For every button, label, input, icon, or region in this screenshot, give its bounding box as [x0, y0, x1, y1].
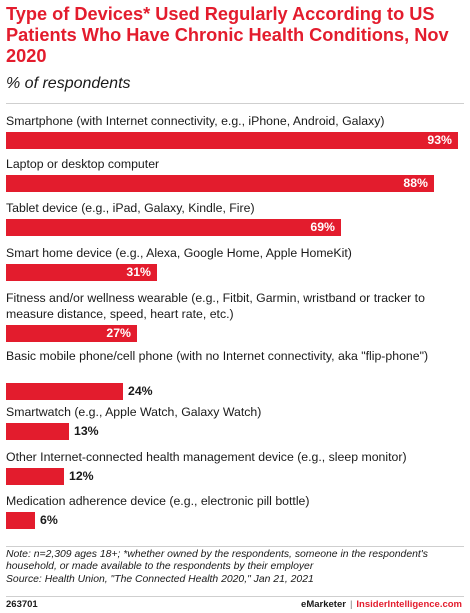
bar: [6, 132, 458, 149]
bar: [6, 325, 137, 342]
top-divider: [6, 103, 464, 104]
category-label: Tablet device (e.g., iPad, Galaxy, Kindl…: [6, 201, 255, 215]
category-label: Fitness and/or wellness wearable (e.g., …: [6, 291, 425, 321]
value-label: 27%: [106, 326, 131, 340]
chart-id: 263701: [6, 599, 38, 610]
bar: [6, 264, 157, 281]
category-label: Basic mobile phone/cell phone (with no I…: [6, 349, 429, 363]
note-text: Note: n=2,309 ages 18+; *whether owned b…: [6, 549, 428, 573]
brand-separator: |: [349, 599, 353, 610]
footer-brand: eMarketer | InsiderIntelligence.com: [301, 599, 462, 610]
chart-notes: Note: n=2,309 ages 18+; *whether owned b…: [6, 549, 466, 586]
bar: [6, 512, 35, 529]
value-label: 24%: [128, 384, 153, 398]
notes-divider: [6, 546, 464, 547]
value-label: 12%: [69, 469, 94, 483]
category-label: Smartphone (with Internet connectivity, …: [6, 114, 385, 128]
value-label: 6%: [40, 513, 58, 527]
value-label: 69%: [310, 220, 335, 234]
bar: [6, 468, 64, 485]
insider-intelligence-link[interactable]: InsiderIntelligence.com: [356, 599, 462, 610]
category-label: Smart home device (e.g., Alexa, Google H…: [6, 246, 352, 260]
value-label: 13%: [74, 424, 99, 438]
bar: [6, 175, 434, 192]
value-label: 31%: [126, 265, 151, 279]
footer-divider: [6, 596, 464, 597]
value-label: 88%: [403, 176, 428, 190]
source-text: Source: Health Union, "The Connected Hea…: [6, 573, 314, 585]
chart-subtitle: % of respondents: [6, 75, 131, 92]
category-label: Medication adherence device (e.g., elect…: [6, 494, 310, 508]
bar: [6, 423, 69, 440]
bar: [6, 219, 341, 236]
chart-title: Type of Devices* Used Regularly Accordin…: [6, 4, 449, 66]
category-label: Laptop or desktop computer: [6, 157, 160, 171]
category-label: Other Internet-connected health manageme…: [6, 450, 407, 464]
value-label: 93%: [427, 133, 452, 147]
bar: [6, 383, 123, 400]
category-label: Smartwatch (e.g., Apple Watch, Galaxy Wa…: [6, 405, 262, 419]
emarketer-brand: eMarketer: [301, 599, 346, 610]
